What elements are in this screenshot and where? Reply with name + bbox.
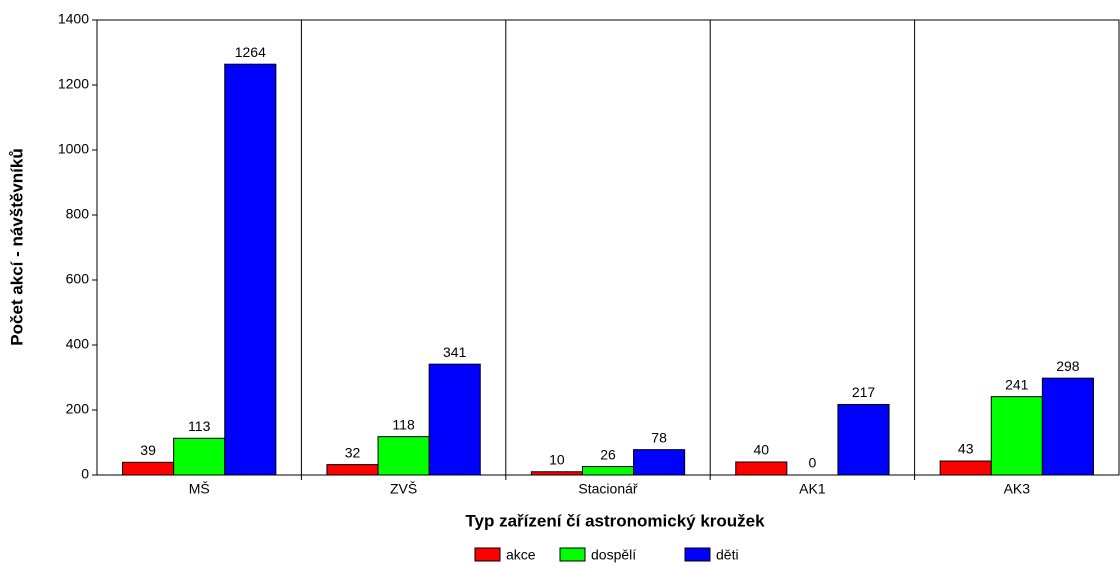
legend-label: děti: [716, 547, 739, 563]
x-tick-label: AK3: [1004, 481, 1031, 497]
x-tick-label: AK1: [799, 481, 826, 497]
value-label: 341: [443, 344, 467, 360]
y-axis-title: Počet akcí - návštěvníků: [7, 148, 26, 345]
legend-label: dospělí: [591, 547, 636, 563]
bar: [1041, 377, 1094, 476]
x-tick-label: Stacionář: [578, 481, 637, 497]
legend-swatch: [684, 547, 711, 562]
legend-swatch: [474, 547, 501, 562]
y-tick-label: 1400: [58, 11, 89, 27]
x-axis-title: Typ zařízení čí astronomický kroužek: [465, 511, 765, 530]
bar: [837, 403, 890, 476]
value-label: 118: [392, 416, 415, 432]
value-label: 78: [651, 429, 667, 445]
bar: [990, 396, 1043, 476]
value-label: 10: [549, 451, 565, 467]
value-label: 217: [852, 384, 876, 400]
value-label: 39: [140, 442, 156, 458]
y-tick-label: 1000: [58, 141, 89, 157]
legend-label: akce: [506, 547, 536, 563]
bar: [530, 471, 583, 476]
bar: [224, 63, 277, 476]
value-label: 26: [600, 446, 616, 462]
bar: [735, 461, 788, 476]
bar: [326, 464, 379, 476]
bar: [428, 363, 481, 476]
value-label: 113: [188, 418, 211, 434]
x-tick-label: ZVŠ: [390, 481, 417, 497]
bar: [633, 449, 686, 476]
value-label: 32: [345, 444, 361, 460]
x-tick-label: MŠ: [189, 481, 210, 497]
value-label: 0: [809, 455, 817, 471]
y-tick-label: 400: [66, 336, 90, 352]
bar: [173, 437, 226, 476]
legend-swatch: [559, 547, 586, 562]
bar: [377, 436, 430, 476]
y-tick-label: 200: [66, 401, 90, 417]
bar: [122, 461, 175, 476]
bar: [581, 466, 635, 476]
value-label: 40: [754, 442, 770, 458]
y-tick-label: 600: [66, 271, 90, 287]
value-label: 43: [958, 441, 974, 457]
value-label: 1264: [235, 44, 266, 60]
value-label: 298: [1056, 358, 1080, 374]
y-tick-label: 800: [66, 206, 90, 222]
value-label: 241: [1005, 376, 1029, 392]
bar: [939, 460, 992, 476]
y-tick-label: 1200: [58, 76, 89, 92]
y-tick-label: 0: [81, 466, 89, 482]
